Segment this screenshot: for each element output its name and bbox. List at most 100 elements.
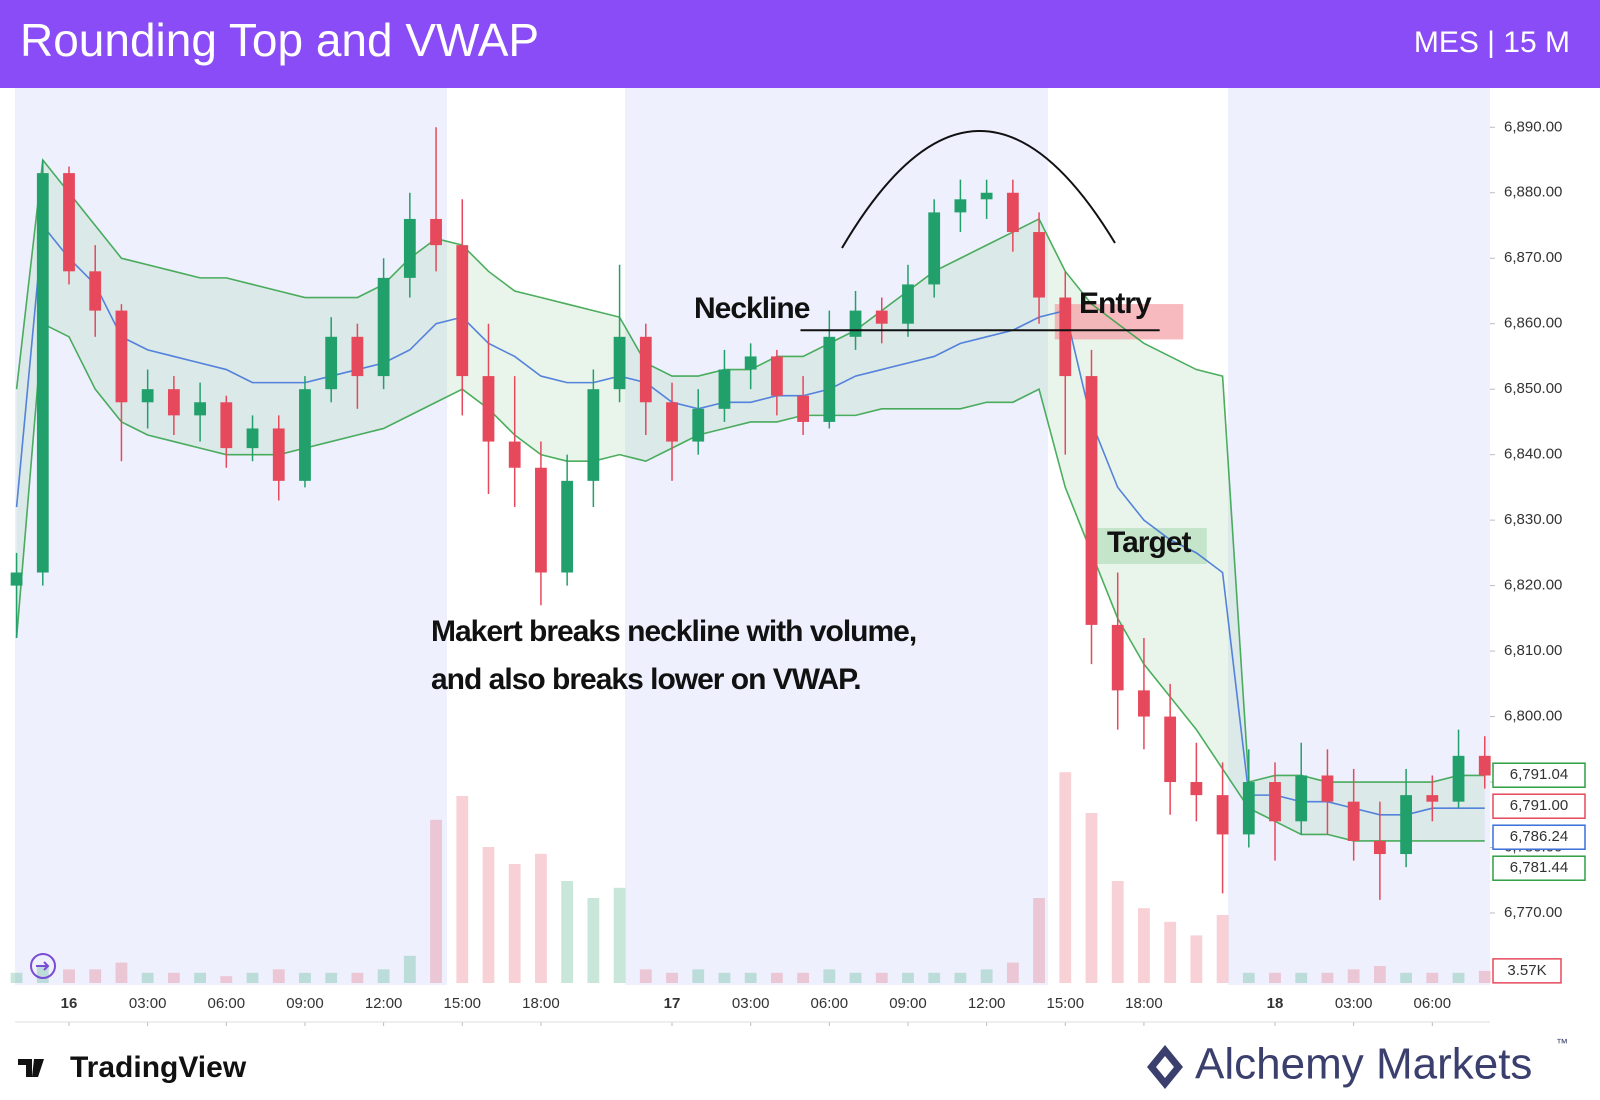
volume-bar (299, 972, 311, 983)
candle-body (744, 356, 757, 370)
x-tick-label: 18:00 (522, 995, 560, 1012)
candle-body (325, 336, 338, 390)
y-tick-label: 6,840.00 (1504, 446, 1562, 463)
header-bar (0, 0, 1600, 88)
annotation: and also breaks lower on VWAP. (431, 663, 861, 696)
price-marker-label: 6,786.24 (1510, 828, 1568, 845)
volume-bar (1006, 962, 1019, 983)
volume-bar (639, 969, 652, 983)
candle-body (535, 467, 547, 573)
volume-bar (430, 819, 442, 983)
candle-body (928, 212, 941, 285)
candle-body (377, 277, 390, 377)
zone-label: Target (1107, 526, 1191, 559)
y-tick-label: 6,810.00 (1504, 642, 1562, 659)
volume-bar (770, 972, 783, 983)
candle-body (1269, 782, 1281, 822)
volume-bar (272, 969, 285, 983)
candle-body (1321, 775, 1334, 802)
y-tick-label: 6,890.00 (1504, 118, 1562, 135)
candle-body (299, 389, 311, 481)
candle-body (63, 173, 75, 272)
replay-icon[interactable] (30, 953, 56, 979)
volume-bar (220, 976, 233, 983)
volume-bar (902, 972, 914, 983)
candle-body (1059, 297, 1072, 377)
x-tick-label: 15:00 (443, 995, 481, 1012)
rounding-arc (841, 130, 1116, 249)
volume-bar (194, 972, 206, 983)
title: Rounding Top and VWAP (20, 14, 539, 66)
session-bg (15, 88, 1490, 985)
x-tick-label: 09:00 (286, 995, 324, 1012)
volume-bar (954, 972, 967, 983)
candle-body (1452, 755, 1465, 802)
x-tick-label: 03:00 (1335, 995, 1373, 1012)
candle-body (220, 402, 233, 449)
candle-body (89, 271, 102, 311)
volume-bar (1426, 972, 1439, 983)
volume-bar (666, 972, 678, 983)
volume-bar (718, 972, 731, 983)
alchemy-logo (1147, 1045, 1183, 1089)
candle-body (1138, 690, 1150, 717)
volume-bar (849, 972, 862, 983)
candle-body (246, 428, 259, 449)
volume-bar (1033, 898, 1045, 983)
alchemy-brand: Alchemy Markets (1195, 1040, 1532, 1089)
volume-bar (351, 972, 364, 983)
tv-logo (18, 1059, 44, 1077)
volume-bar (1400, 972, 1413, 983)
candle-body (508, 441, 521, 468)
x-tick-label: 18 (1267, 995, 1284, 1012)
volume-marker (1492, 958, 1562, 984)
volume-bar (1295, 972, 1308, 983)
volume-bar (377, 969, 390, 983)
candle-body (980, 192, 993, 200)
volume-bar (928, 972, 941, 983)
candle-body (1033, 232, 1045, 298)
y-tick-label: 6,770.00 (1504, 904, 1562, 921)
trademark: ™ (1556, 1036, 1568, 1050)
candle-body (1216, 795, 1229, 835)
candle-body (718, 369, 731, 409)
y-tick-label: 6,850.00 (1504, 380, 1562, 397)
tv-brand: TradingView (70, 1051, 247, 1084)
volume-bar (561, 881, 574, 983)
volume-bar (246, 972, 259, 983)
volume-bar (587, 898, 600, 983)
volume-bar (167, 972, 180, 983)
volume-bar (1373, 966, 1386, 983)
volume-bar (63, 969, 75, 983)
candle-body (849, 310, 862, 337)
zone-label: Entry (1079, 287, 1152, 320)
volume-bar (980, 969, 993, 983)
x-tick-label: 03:00 (129, 995, 167, 1012)
candle-body (692, 408, 705, 442)
candle-body (1006, 192, 1019, 233)
symbol: MES | 15 M (1414, 26, 1570, 59)
volume-bar (482, 847, 495, 983)
candle-body (430, 218, 442, 246)
volume-bar (1242, 972, 1255, 983)
vwap-line (15, 223, 1485, 816)
volume-bar (823, 969, 836, 983)
volume-bar (1321, 972, 1334, 983)
candle-body (272, 428, 285, 481)
price-marker (1492, 762, 1586, 788)
candle-body (1478, 755, 1491, 776)
annotation: Makert breaks neckline with volume, (431, 615, 916, 648)
volume-bar (1059, 772, 1072, 983)
neckline-label: Neckline (694, 292, 810, 325)
vwap-line (15, 322, 1485, 842)
volume-bar (1164, 921, 1177, 983)
volume-bar (508, 864, 521, 983)
price-marker-label: 6,791.04 (1510, 766, 1568, 783)
volume-bar (1085, 813, 1098, 983)
candle-body (639, 336, 652, 403)
volume-bar (403, 955, 416, 983)
volume-bar (692, 969, 705, 983)
candle-body (1085, 376, 1098, 625)
price-marker-label: 6,781.44 (1510, 859, 1568, 876)
